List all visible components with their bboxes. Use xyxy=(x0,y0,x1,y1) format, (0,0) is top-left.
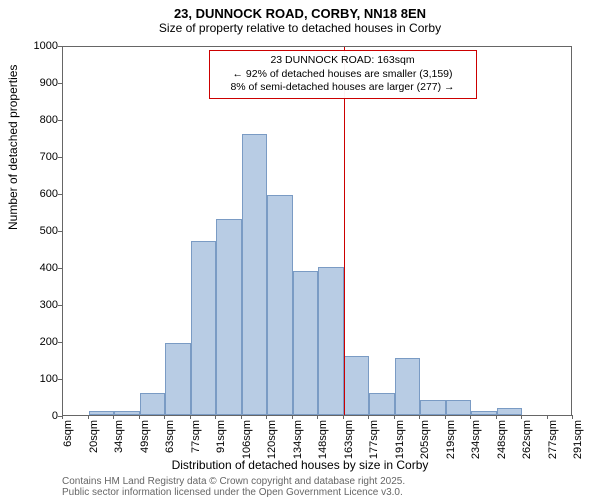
y-tick-label: 300 xyxy=(40,299,58,311)
x-tick-mark xyxy=(215,415,216,419)
y-tick-mark xyxy=(58,268,62,269)
x-tick-mark xyxy=(547,415,548,419)
y-tick-label: 100 xyxy=(40,373,58,385)
y-tick-label: 900 xyxy=(40,77,58,89)
x-tick-mark xyxy=(266,415,267,419)
x-tick-mark xyxy=(419,415,420,419)
y-tick-mark xyxy=(58,83,62,84)
histogram-bar xyxy=(420,400,446,415)
y-tick-mark xyxy=(58,342,62,343)
x-tick-mark xyxy=(496,415,497,419)
x-tick-mark xyxy=(394,415,395,419)
histogram-bar xyxy=(114,411,140,415)
x-tick-label: 34sqm xyxy=(113,420,125,460)
y-tick-label: 1000 xyxy=(34,40,58,52)
x-tick-label: 6sqm xyxy=(62,420,74,460)
histogram-bar xyxy=(267,195,293,415)
x-tick-label: 91sqm xyxy=(215,420,227,460)
y-tick-mark xyxy=(58,157,62,158)
attribution-text: Contains HM Land Registry data © Crown c… xyxy=(62,476,405,498)
histogram-bar xyxy=(191,241,217,415)
chart-container: 23, DUNNOCK ROAD, CORBY, NN18 8EN Size o… xyxy=(0,0,600,500)
x-tick-label: 248sqm xyxy=(496,420,508,460)
attribution-line1: Contains HM Land Registry data © Crown c… xyxy=(62,476,405,487)
x-tick-mark xyxy=(572,415,573,419)
y-tick-label: 500 xyxy=(40,225,58,237)
x-tick-label: 20sqm xyxy=(88,420,100,460)
reference-line1: 23 DUNNOCK ROAD: 163sqm xyxy=(216,54,470,68)
x-tick-mark xyxy=(164,415,165,419)
x-tick-mark xyxy=(445,415,446,419)
attribution-line2: Public sector information licensed under… xyxy=(62,487,405,498)
x-tick-label: 63sqm xyxy=(164,420,176,460)
histogram-bar xyxy=(216,219,242,415)
histogram-bar xyxy=(89,411,115,415)
x-tick-label: 177sqm xyxy=(368,420,380,460)
x-tick-label: 148sqm xyxy=(317,420,329,460)
x-tick-label: 49sqm xyxy=(139,420,151,460)
y-tick-mark xyxy=(58,305,62,306)
y-tick-mark xyxy=(58,231,62,232)
x-tick-mark xyxy=(521,415,522,419)
reference-annotation: 23 DUNNOCK ROAD: 163sqm← 92% of detached… xyxy=(209,50,477,99)
y-axis-label: Number of detached properties xyxy=(6,65,20,230)
y-tick-mark xyxy=(58,120,62,121)
x-tick-label: 191sqm xyxy=(394,420,406,460)
x-tick-mark xyxy=(343,415,344,419)
x-tick-mark xyxy=(241,415,242,419)
y-tick-mark xyxy=(58,379,62,380)
x-tick-mark xyxy=(292,415,293,419)
x-tick-mark xyxy=(113,415,114,419)
x-tick-label: 277sqm xyxy=(547,420,559,460)
x-tick-label: 291sqm xyxy=(572,420,584,460)
x-tick-mark xyxy=(139,415,140,419)
x-tick-mark xyxy=(88,415,89,419)
histogram-bar xyxy=(242,134,268,415)
y-tick-label: 200 xyxy=(40,336,58,348)
histogram-bar xyxy=(344,356,370,415)
x-tick-label: 106sqm xyxy=(241,420,253,460)
reference-line xyxy=(344,47,345,415)
plot-area: 23 DUNNOCK ROAD: 163sqm← 92% of detached… xyxy=(62,46,572,416)
reference-line2: ← 92% of detached houses are smaller (3,… xyxy=(216,68,470,82)
reference-line3: 8% of semi-detached houses are larger (2… xyxy=(216,81,470,95)
histogram-bar xyxy=(471,411,497,415)
y-tick-label: 400 xyxy=(40,262,58,274)
y-tick-label: 700 xyxy=(40,151,58,163)
histogram-bar xyxy=(395,358,421,415)
x-tick-label: 262sqm xyxy=(521,420,533,460)
histogram-bar xyxy=(293,271,319,415)
x-tick-label: 77sqm xyxy=(190,420,202,460)
x-tick-label: 205sqm xyxy=(419,420,431,460)
histogram-bar xyxy=(165,343,191,415)
x-tick-label: 134sqm xyxy=(292,420,304,460)
y-tick-label: 600 xyxy=(40,188,58,200)
histogram-bar xyxy=(140,393,166,415)
chart-title-main: 23, DUNNOCK ROAD, CORBY, NN18 8EN xyxy=(0,0,600,21)
x-tick-label: 120sqm xyxy=(266,420,278,460)
histogram-bar xyxy=(497,408,523,415)
x-tick-label: 234sqm xyxy=(470,420,482,460)
histogram-bar xyxy=(318,267,344,415)
x-tick-label: 163sqm xyxy=(343,420,355,460)
histogram-bar xyxy=(369,393,395,415)
y-tick-mark xyxy=(58,46,62,47)
x-tick-mark xyxy=(368,415,369,419)
x-tick-mark xyxy=(190,415,191,419)
x-tick-label: 219sqm xyxy=(445,420,457,460)
x-axis-label: Distribution of detached houses by size … xyxy=(0,458,600,472)
y-tick-label: 800 xyxy=(40,114,58,126)
histogram-bar xyxy=(446,400,472,415)
x-tick-mark xyxy=(317,415,318,419)
chart-title-sub: Size of property relative to detached ho… xyxy=(0,21,600,39)
x-tick-mark xyxy=(62,415,63,419)
x-tick-mark xyxy=(470,415,471,419)
y-tick-mark xyxy=(58,194,62,195)
